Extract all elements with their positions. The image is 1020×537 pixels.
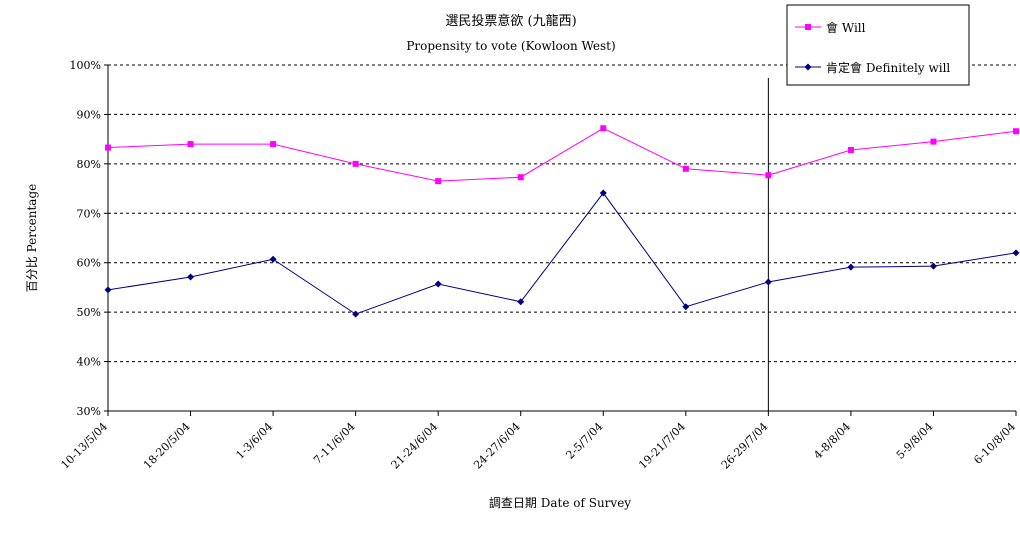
x-tick-label: 5-9/8/04 xyxy=(894,420,936,462)
legend-label-definitely-will: 肯定會 Definitely will xyxy=(826,60,950,75)
y-tick-label: 100% xyxy=(70,59,101,72)
data-point xyxy=(600,125,607,132)
x-tick-label: 6-10/8/04 xyxy=(971,420,1018,467)
data-point xyxy=(930,138,937,145)
data-point xyxy=(187,273,195,281)
data-point xyxy=(269,255,277,263)
data-point xyxy=(352,310,360,318)
data-point xyxy=(847,263,855,271)
data-point xyxy=(847,147,854,154)
data-point xyxy=(104,286,112,294)
data-point xyxy=(434,280,442,288)
x-tick-label: 18-20/5/04 xyxy=(141,420,193,472)
data-point xyxy=(187,141,194,148)
series-layer xyxy=(104,125,1020,318)
data-point xyxy=(929,262,937,270)
data-point xyxy=(1012,249,1020,257)
legend-box xyxy=(786,4,970,86)
y-tick-label: 30% xyxy=(77,405,101,418)
y-tick-label: 80% xyxy=(77,158,101,171)
data-point xyxy=(764,278,772,286)
data-point xyxy=(599,189,607,197)
x-tick-label: 19-21/7/04 xyxy=(636,420,688,472)
data-point xyxy=(105,144,111,151)
series-line-0 xyxy=(107,127,1017,182)
data-point xyxy=(682,303,690,311)
x-axis-label: 調查日期 Date of Survey xyxy=(489,496,631,510)
y-tick-label: 40% xyxy=(77,356,101,369)
data-point xyxy=(682,165,689,172)
x-tick-label: 21-24/6/04 xyxy=(389,420,441,472)
series-line-1 xyxy=(107,192,1017,315)
data-point xyxy=(1013,128,1019,135)
x-tick-label: 1-3/6/04 xyxy=(233,420,275,462)
data-point xyxy=(352,160,359,167)
x-tick-label: 26-29/7/04 xyxy=(719,420,771,472)
x-tick-label: 10-13/5/04 xyxy=(58,420,110,472)
x-tick-label: 24-27/6/04 xyxy=(471,420,523,472)
y-tick-label: 90% xyxy=(77,108,101,121)
y-tick-label: 70% xyxy=(77,207,101,220)
legend-label-will: 會 Will xyxy=(826,21,866,35)
chart-title: 選民投票意欲 (九龍西) xyxy=(445,13,576,29)
legend-marker-definitely-will xyxy=(804,63,812,71)
axis-layer: 30% 40% 50% 60% 70% 80% 90% 100% 10-13/5/04 18-20… xyxy=(58,59,1018,472)
y-tick-label: 50% xyxy=(77,306,101,319)
x-tick-label: 7-11/6/04 xyxy=(311,420,358,467)
legend: 會 Will 肯定會 Definitely will xyxy=(786,4,970,86)
y-axis-label: 百分比 Percentage xyxy=(25,184,39,293)
data-point xyxy=(517,174,524,181)
x-tick-label: 4-8/8/04 xyxy=(811,420,853,462)
data-point xyxy=(517,298,525,306)
data-point xyxy=(270,141,277,148)
chart-subtitle: Propensity to vote (Kowloon West) xyxy=(406,39,615,53)
x-tick-label: 2-5/7/04 xyxy=(564,420,606,462)
grid-layer xyxy=(108,64,1016,363)
data-point xyxy=(765,172,772,179)
y-tick-label: 60% xyxy=(77,257,101,270)
data-point xyxy=(435,178,442,185)
legend-marker-will xyxy=(805,24,811,30)
